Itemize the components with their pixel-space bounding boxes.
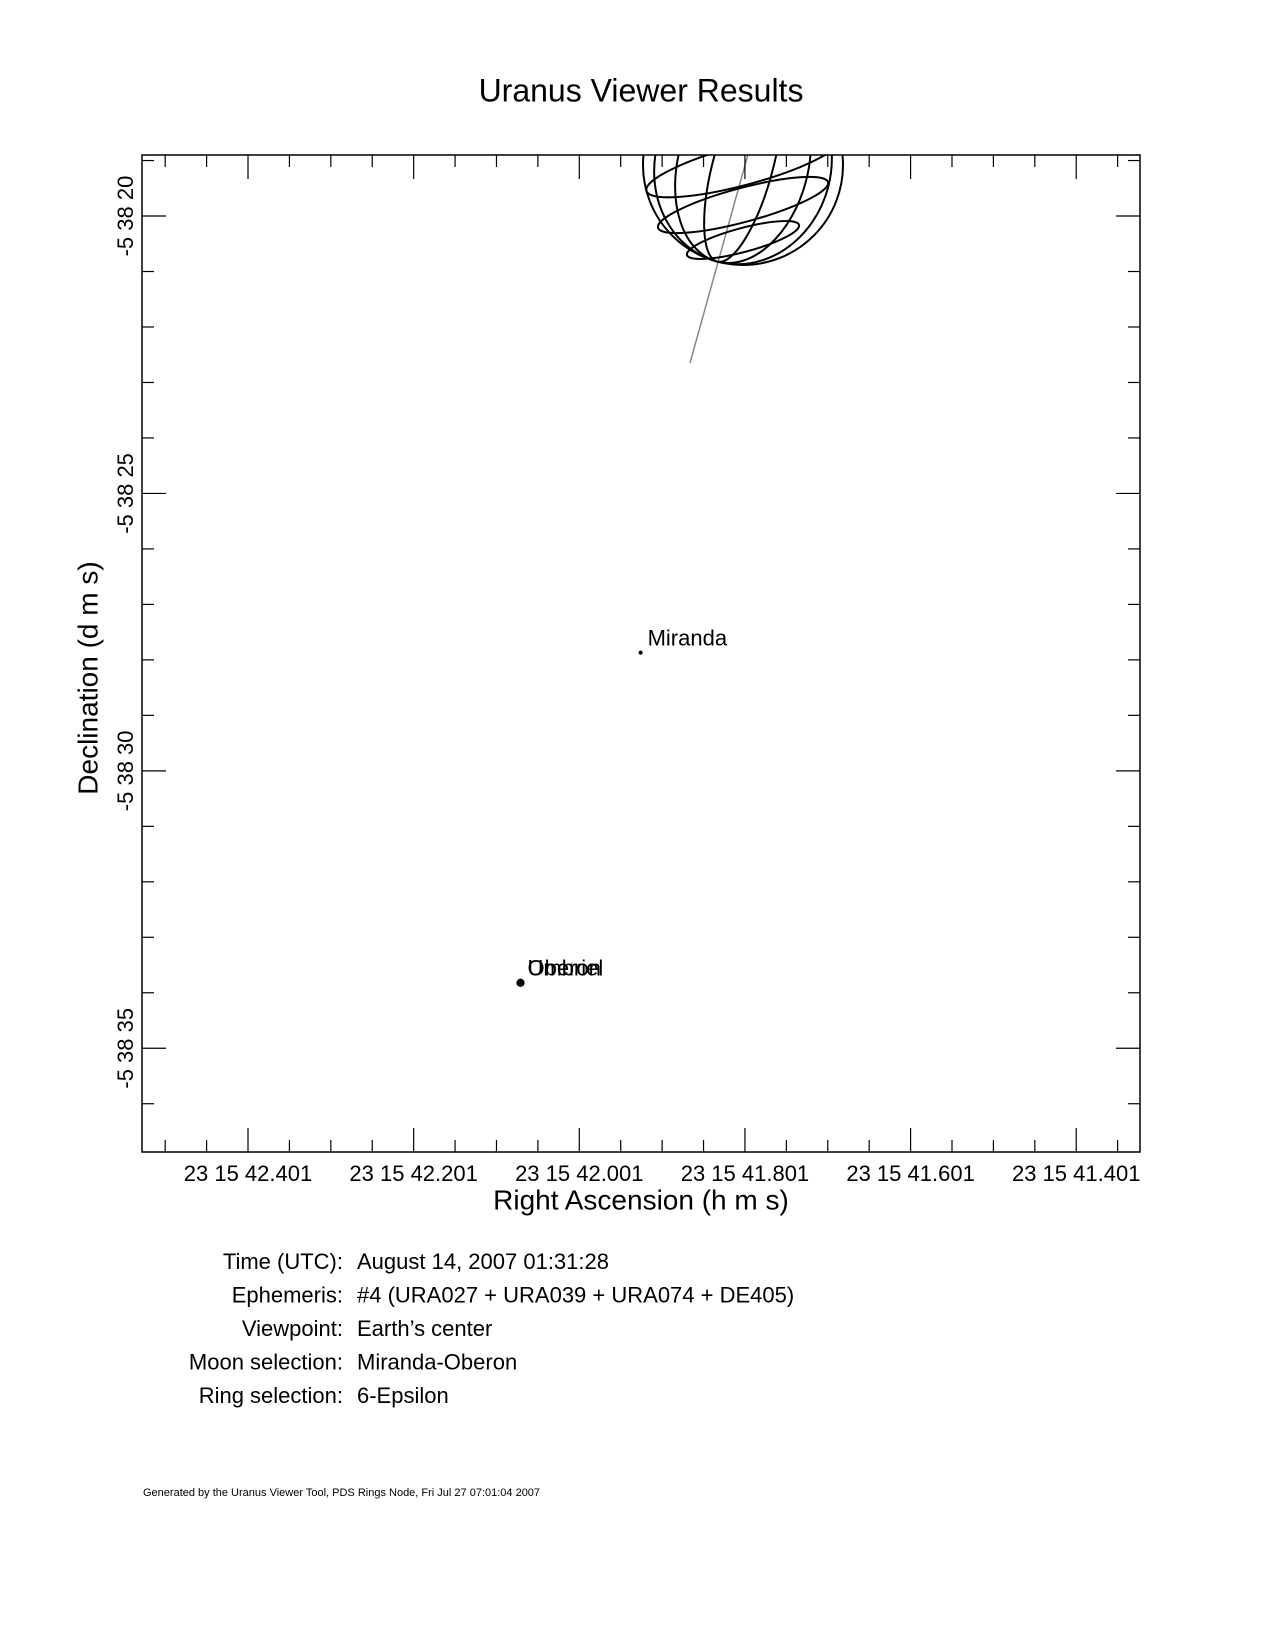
moon-label: Oberon	[527, 956, 600, 981]
y-tick-label: -5 38 20	[113, 176, 138, 257]
info-value: Miranda-Oberon	[357, 1349, 517, 1374]
info-label: Moon selection:	[189, 1349, 343, 1374]
y-tick-label: -5 38 25	[113, 453, 138, 534]
x-tick-label: 23 15 42.001	[515, 1161, 643, 1186]
info-label: Time (UTC):	[223, 1249, 343, 1274]
x-tick-label: 23 15 41.601	[846, 1161, 974, 1186]
info-label: Viewpoint:	[242, 1316, 343, 1341]
moon-point	[516, 978, 525, 987]
uranus-globe	[642, 155, 844, 364]
y-axis-title: Declination (d m s)	[72, 561, 103, 794]
x-tick-label: 23 15 41.401	[1012, 1161, 1140, 1186]
y-tick-label: -5 38 35	[113, 1008, 138, 1089]
y-tick-label: -5 38 30	[113, 730, 138, 811]
plot-frame	[141, 154, 1141, 1153]
moon-point	[638, 650, 643, 655]
moon-label: Miranda	[648, 625, 728, 650]
info-label: Ephemeris:	[232, 1282, 343, 1307]
chart-title: Uranus Viewer Results	[479, 72, 804, 108]
x-tick-label: 23 15 41.801	[681, 1161, 809, 1186]
footer: Generated by the Uranus Viewer Tool, PDS…	[143, 1487, 540, 1499]
x-tick-label: 23 15 42.401	[184, 1161, 312, 1186]
info-value: Earth’s center	[357, 1316, 492, 1341]
info-value: #4 (URA027 + URA039 + URA074 + DE405)	[357, 1282, 794, 1307]
moon-label: Umbriel	[527, 956, 603, 981]
x-tick-label: 23 15 42.201	[349, 1161, 477, 1186]
info-label: Ring selection:	[199, 1383, 343, 1408]
x-axis-title: Right Ascension (h m s)	[493, 1184, 789, 1215]
info-value: August 14, 2007 01:31:28	[357, 1249, 609, 1274]
info-value: 6-Epsilon	[357, 1383, 449, 1408]
